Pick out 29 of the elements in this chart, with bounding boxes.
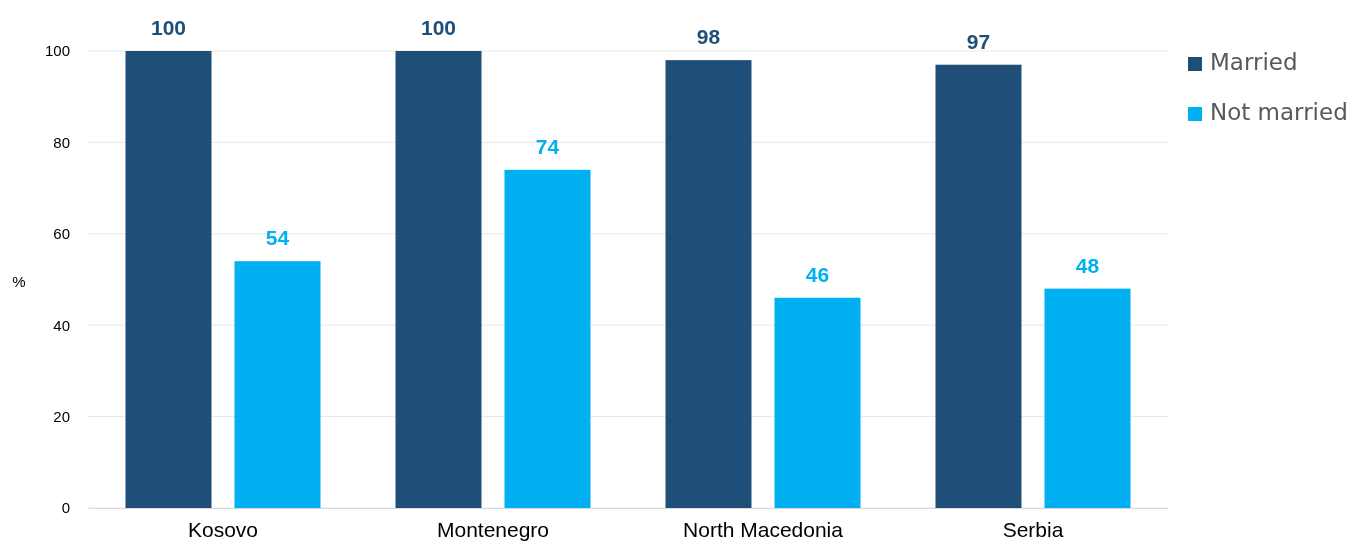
y-axis-title: %: [12, 273, 26, 290]
bar: [234, 261, 321, 508]
bar: [665, 60, 752, 508]
legend-label: Not married: [1210, 99, 1348, 125]
bar: [125, 51, 212, 508]
x-tick-label: Kosovo: [187, 517, 259, 541]
x-tick-label: North Macedonia: [683, 517, 844, 541]
y-tick-label: 40: [53, 316, 70, 334]
legend-label: Married: [1210, 49, 1298, 75]
bar: [395, 51, 482, 508]
y-tick-label: 80: [53, 133, 70, 151]
bar: [935, 64, 1022, 508]
data-label: 98: [696, 25, 721, 49]
data-label: 46: [805, 262, 830, 286]
data-label: 54: [265, 226, 290, 250]
y-tick-label: 100: [44, 42, 70, 60]
data-label: 48: [1075, 253, 1100, 277]
y-tick-label: 0: [61, 499, 70, 517]
bar: [504, 169, 591, 508]
y-tick-label: 20: [53, 407, 70, 425]
x-tick-label: Montenegro: [436, 517, 550, 541]
y-tick-label: 60: [53, 225, 70, 243]
bar: [1044, 288, 1131, 508]
data-label: 100: [150, 16, 187, 39]
bar: [774, 297, 861, 508]
data-label: 74: [535, 134, 560, 158]
data-label: 97: [966, 29, 991, 53]
x-tick-label: Serbia: [1002, 517, 1064, 541]
data-label: 100: [420, 16, 457, 39]
